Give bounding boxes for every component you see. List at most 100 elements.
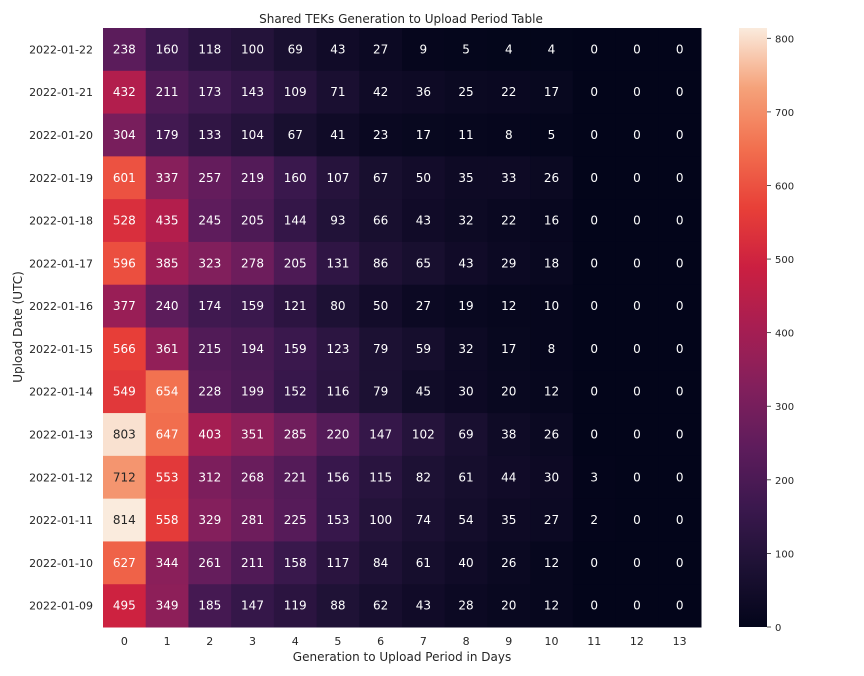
cell-value-label: 40 <box>458 556 473 570</box>
cell-value-label: 27 <box>544 513 559 527</box>
heatmap-cell <box>145 584 189 628</box>
cell-value-label: 344 <box>156 556 179 570</box>
heatmap-cell <box>188 327 232 371</box>
cell-value-label: 261 <box>198 556 221 570</box>
heatmap-cell <box>530 284 574 328</box>
heatmap-cell <box>530 455 574 500</box>
heatmap-cell <box>231 541 275 585</box>
cell-value-label: 185 <box>198 599 221 613</box>
cell-value-label: 199 <box>241 385 264 399</box>
cell-value-label: 69 <box>288 42 303 56</box>
cell-value-label: 79 <box>373 385 388 399</box>
colorbar-tick-label: 0 <box>775 623 781 634</box>
cell-value-label: 33 <box>501 171 516 185</box>
heatmap-cell <box>145 455 189 500</box>
cell-value-label: 323 <box>198 256 221 270</box>
heatmap-cell <box>402 327 446 371</box>
cell-value-label: 377 <box>113 299 136 313</box>
heatmap-cell <box>316 455 360 500</box>
cell-value-label: 80 <box>330 299 345 313</box>
cell-value-label: 220 <box>326 427 349 441</box>
cell-value-label: 65 <box>416 256 431 270</box>
heatmap-cell <box>316 541 360 585</box>
heatmap-cell <box>359 156 403 200</box>
cell-value-label: 205 <box>241 214 264 228</box>
colorbar-tick-label: 800 <box>775 34 794 45</box>
colorbar <box>739 28 767 627</box>
cell-value-label: 285 <box>284 427 307 441</box>
heatmap-cell <box>530 541 574 585</box>
heatmap-cell <box>188 455 232 500</box>
heatmap-cell <box>444 241 488 286</box>
cell-value-label: 0 <box>676 42 684 56</box>
cell-value-label: 30 <box>544 470 559 484</box>
heatmap-cell <box>359 498 403 542</box>
heatmap-cell <box>316 156 360 200</box>
heatmap-cell <box>402 584 446 628</box>
cell-value-label: 219 <box>241 171 264 185</box>
heatmap-cell <box>402 370 446 414</box>
cell-value-label: 29 <box>501 256 516 270</box>
cell-value-label: 107 <box>326 171 349 185</box>
heatmap-cell <box>316 327 360 371</box>
colorbar-tick-label: 600 <box>775 181 794 192</box>
heatmap-cell <box>444 370 488 414</box>
cell-value-label: 12 <box>501 299 516 313</box>
heatmap-cell <box>188 284 232 328</box>
x-tick-labels: 0 1 2 3 4 5 6 7 8 9 10 11 12 13 <box>121 635 687 648</box>
cell-value-label: 123 <box>326 342 349 356</box>
cell-value-label: 50 <box>416 171 431 185</box>
heatmap-cell <box>444 284 488 328</box>
heatmap-cell <box>273 241 318 286</box>
heatmap-cell <box>103 541 147 585</box>
heatmap-cell <box>231 156 275 200</box>
heatmap-cell <box>103 413 147 457</box>
cell-value-label: 131 <box>326 256 349 270</box>
heatmap-cell <box>359 327 403 371</box>
heatmap-cell <box>615 70 659 115</box>
cell-value-label: 179 <box>156 128 179 142</box>
cell-value-label: 495 <box>113 599 136 613</box>
heatmap-cell <box>615 584 659 628</box>
cell-value-label: 71 <box>330 85 345 99</box>
heatmap-cell <box>615 370 659 414</box>
cell-value-label: 100 <box>241 42 264 56</box>
heatmap-cell <box>231 28 275 72</box>
cell-value-label: 0 <box>633 214 641 228</box>
cell-value-label: 22 <box>501 214 516 228</box>
cell-value-label: 0 <box>633 171 641 185</box>
y-tick-label: 2022-01-11 <box>29 514 93 527</box>
cell-value-label: 27 <box>416 299 431 313</box>
cell-value-label: 0 <box>676 171 684 185</box>
cell-value-label: 0 <box>633 256 641 270</box>
cell-value-label: 0 <box>633 513 641 527</box>
heatmap-cell <box>402 70 446 115</box>
heatmap-cell <box>530 241 574 286</box>
cell-value-label: 596 <box>113 256 136 270</box>
cell-value-label: 2 <box>590 513 598 527</box>
heatmap-cell <box>103 327 147 371</box>
cell-value-label: 281 <box>241 513 264 527</box>
heatmap-cell <box>615 284 659 328</box>
cell-value-label: 88 <box>330 599 345 613</box>
heatmap-cell <box>316 370 360 414</box>
cell-value-label: 566 <box>113 342 136 356</box>
cell-value-label: 0 <box>676 470 684 484</box>
cell-value-label: 59 <box>416 342 431 356</box>
colorbar-tick-label: 300 <box>775 402 794 413</box>
y-tick-label: 2022-01-18 <box>29 215 93 228</box>
heatmap-cell <box>273 413 318 457</box>
heatmap-cell <box>658 370 702 414</box>
cell-value-label: 84 <box>373 556 388 570</box>
heatmap-cell <box>572 413 617 457</box>
y-tick-label: 2022-01-16 <box>29 300 93 313</box>
heatmap-cell <box>273 70 318 115</box>
cell-value-label: 0 <box>590 171 598 185</box>
heatmap-cell <box>658 199 702 243</box>
cell-value-label: 100 <box>369 513 392 527</box>
cell-value-label: 0 <box>633 128 641 142</box>
x-tick-label: 9 <box>505 635 512 648</box>
heatmap-cell <box>572 327 617 371</box>
heatmap-cell <box>359 28 403 72</box>
cell-value-label: 0 <box>676 85 684 99</box>
